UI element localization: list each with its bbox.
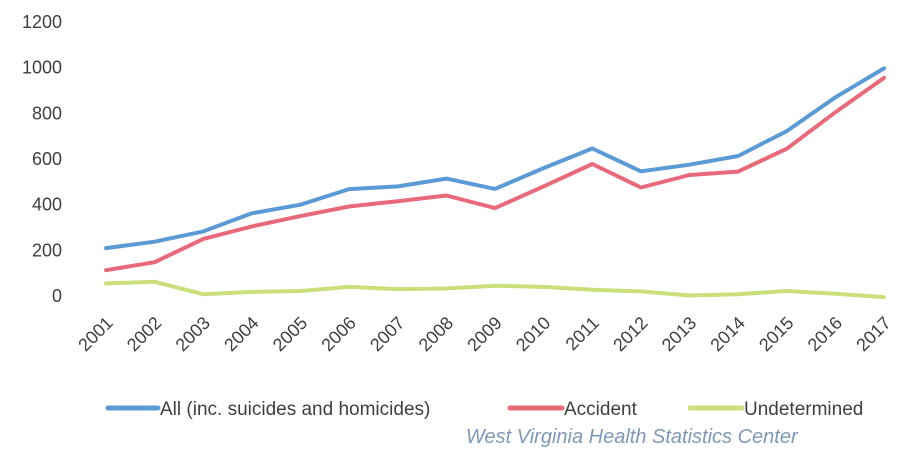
y-tick-label: 1200 (22, 12, 62, 32)
legend-label: Undetermined (744, 399, 863, 420)
x-tick-label: 2007 (366, 313, 408, 355)
series-line-2 (104, 279, 886, 300)
x-axis-ticks: 2001 2002 2003 2004 2005 2006 2007 2008 2009 2010… (74, 313, 894, 355)
y-tick-label: 0 (52, 286, 62, 306)
series-line-1 (104, 75, 886, 273)
x-tick-label: 2016 (804, 313, 846, 355)
x-tick-label: 2014 (706, 313, 748, 355)
legend: All (inc. suicides and homicides) Acciden… (105, 399, 863, 420)
y-tick-label: 400 (32, 195, 62, 215)
x-tick-label: 2004 (220, 313, 262, 355)
source-note: West Virginia Health Statistics Center (466, 426, 798, 448)
x-tick-label: 2003 (172, 313, 214, 355)
x-tick-label: 2006 (317, 313, 359, 355)
y-tick-label: 1000 (22, 58, 62, 78)
x-tick-label: 2002 (123, 313, 165, 355)
y-axis-ticks: 0 200 400 600 800 1000 1200 (22, 12, 62, 306)
legend-label: Accident (564, 399, 638, 420)
x-tick-label: 2001 (74, 313, 116, 355)
x-tick-label: 2005 (269, 313, 311, 355)
x-tick-label: 2009 (463, 313, 505, 355)
series-line-0 (104, 66, 886, 251)
series-lines (104, 66, 886, 300)
y-tick-label: 600 (32, 149, 62, 169)
legend-label: All (inc. suicides and homicides) (160, 399, 430, 420)
y-tick-label: 800 (32, 103, 62, 123)
x-tick-label: 2017 (852, 313, 894, 355)
x-tick-label: 2011 (562, 313, 604, 355)
x-tick-label: 2012 (609, 313, 651, 355)
x-tick-label: 2008 (415, 313, 457, 355)
y-tick-label: 200 (32, 240, 62, 260)
x-tick-label: 2015 (755, 313, 797, 355)
x-tick-label: 2013 (658, 313, 700, 355)
x-tick-label: 2010 (512, 313, 554, 355)
